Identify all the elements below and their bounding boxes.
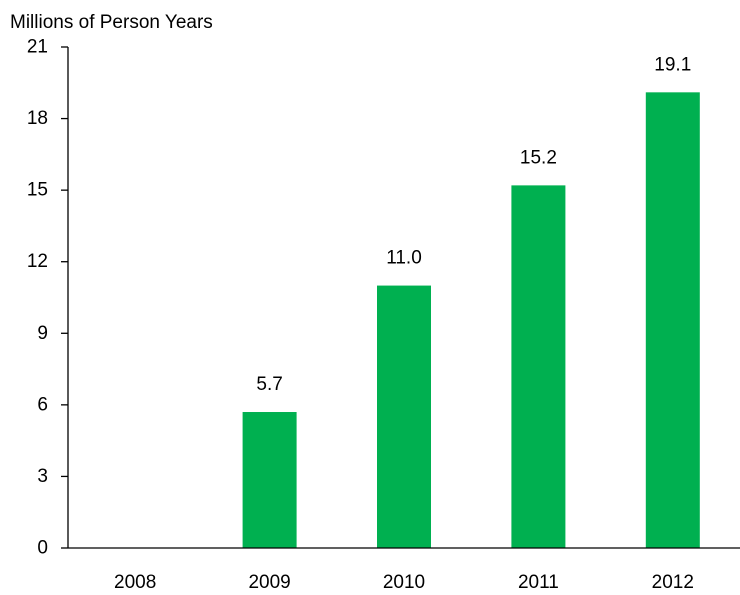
bar-2010 (377, 285, 431, 548)
data-label-2009: 5.7 (256, 374, 282, 395)
data-label-2010: 11.0 (386, 248, 422, 269)
y-axis-label: Millions of Person Years (10, 12, 213, 33)
bar-2011 (511, 185, 566, 548)
y-tick-label: 15 (27, 180, 48, 201)
y-tick-label: 18 (27, 108, 48, 129)
data-label-2012: 19.1 (654, 54, 691, 75)
data-label-2011: 15.2 (520, 147, 557, 168)
x-tick-label-2010: 2010 (383, 572, 425, 593)
y-tick-label: 12 (27, 251, 48, 272)
bar-2009 (242, 412, 297, 548)
x-tick-label-2011: 2011 (518, 572, 559, 593)
x-tick-label-2009: 2009 (248, 572, 290, 593)
y-tick-label: 0 (37, 538, 48, 559)
x-tick-label-2008: 2008 (114, 572, 156, 593)
x-axis-ticks: 2008 2009 2010 2011 2012 (114, 572, 694, 593)
y-tick-label: 9 (37, 323, 48, 344)
y-tick-label: 21 (27, 37, 48, 58)
data-labels: 5.7 11.0 15.2 19.1 (256, 54, 691, 395)
bar-2012 (645, 92, 700, 548)
y-tick-label: 6 (37, 394, 48, 415)
x-tick-label-2012: 2012 (652, 572, 694, 593)
bars (242, 92, 700, 548)
y-axis-ticks: 0 3 6 9 12 15 18 21 (27, 37, 68, 559)
y-tick-label: 3 (37, 466, 48, 487)
